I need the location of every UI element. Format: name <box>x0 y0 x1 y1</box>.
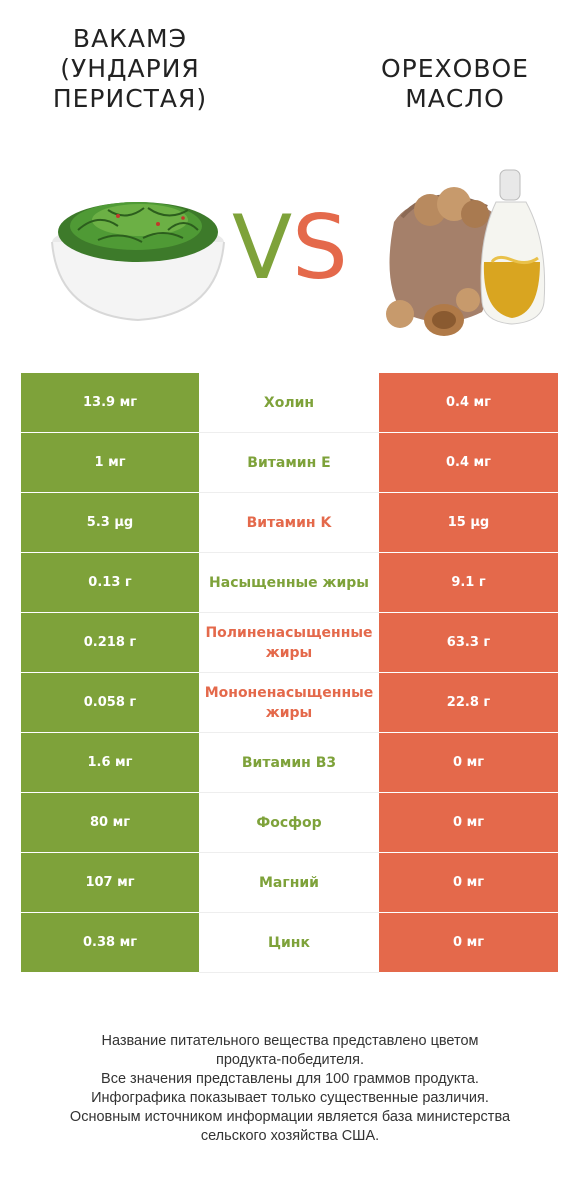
right-value-cell: 0 мг <box>379 913 558 972</box>
left-value-cell: 0.38 мг <box>21 913 199 972</box>
table-row: 0.058 г Мононенасыщенные жиры 22.8 г <box>21 673 558 733</box>
nutrient-name-cell: Магний <box>199 853 379 912</box>
left-value-cell: 0.058 г <box>21 673 199 732</box>
row-divider <box>199 432 379 433</box>
nutrient-name-cell: Фосфор <box>199 793 379 852</box>
right-value-cell: 0.4 мг <box>379 373 558 432</box>
vs-v-letter: V <box>232 198 292 288</box>
table-row: 13.9 мг Холин 0.4 мг <box>21 373 558 433</box>
right-value-cell: 63.3 г <box>379 613 558 672</box>
row-divider <box>199 972 379 973</box>
table-row: 5.3 µg Витамин K 15 µg <box>21 493 558 553</box>
left-value-cell: 0.218 г <box>21 613 199 672</box>
table-row: 107 мг Магний 0 мг <box>21 853 558 913</box>
footer-line: Все значения представлены для 100 граммо… <box>101 1071 479 1087</box>
row-divider <box>199 492 379 493</box>
row-divider <box>199 852 379 853</box>
left-value-cell: 13.9 мг <box>21 373 199 432</box>
row-divider <box>199 672 379 673</box>
right-value-cell: 22.8 г <box>379 673 558 732</box>
table-row: 1 мг Витамин E 0.4 мг <box>21 433 558 493</box>
row-divider <box>199 552 379 553</box>
footer-line: сельского хозяйства США. <box>200 1128 380 1144</box>
walnut-oil-image <box>386 169 546 336</box>
left-value-cell: 1 мг <box>21 433 199 492</box>
nutrient-name-cell: Цинк <box>199 913 379 972</box>
left-value-cell: 80 мг <box>21 793 199 852</box>
table-row: 0.38 мг Цинк 0 мг <box>21 913 558 973</box>
footer-line: продукта-победителя. <box>215 1052 365 1068</box>
nutrient-name-cell: Мононенасыщенные жиры <box>199 673 379 732</box>
left-value-cell: 1.6 мг <box>21 733 199 792</box>
left-value-cell: 5.3 µg <box>21 493 199 552</box>
left-product-title: ВАКАМЭ (УНДАРИЯ ПЕРИСТАЯ) <box>52 24 208 113</box>
table-row: 1.6 мг Витамин B3 0 мг <box>21 733 558 793</box>
footer-line: Название питательного вещества представл… <box>101 1033 479 1049</box>
nutrient-name-cell: Витамин K <box>199 493 379 552</box>
nutrient-name-cell: Витамин E <box>199 433 379 492</box>
left-value-cell: 107 мг <box>21 853 199 912</box>
row-divider <box>199 912 379 913</box>
right-value-cell: 9.1 г <box>379 553 558 612</box>
right-value-cell: 0.4 мг <box>379 433 558 492</box>
right-value-cell: 0 мг <box>379 793 558 852</box>
vs-label: V S <box>232 198 348 288</box>
nutrient-name-cell: Полиненасыщенные жиры <box>199 613 379 672</box>
table-row: 0.218 г Полиненасыщенные жиры 63.3 г <box>21 613 558 673</box>
nutrient-name-cell: Насыщенные жиры <box>199 553 379 612</box>
comparison-table: 13.9 мг Холин 0.4 мг 1 мг Витамин E 0.4 мг 5.3… <box>21 373 558 973</box>
nutrient-name-cell: Витамин B3 <box>199 733 379 792</box>
right-value-cell: 15 µg <box>379 493 558 552</box>
right-value-cell: 0 мг <box>379 733 558 792</box>
footer-note: Название питательного вещества представл… <box>20 1032 560 1146</box>
table-row: 80 мг Фосфор 0 мг <box>21 793 558 853</box>
right-product-title: ОРЕХОВОЕ МАСЛО <box>381 54 529 113</box>
nutrient-name-cell: Холин <box>199 373 379 432</box>
comparison-header: ВАКАМЭ (УНДАРИЯ ПЕРИСТАЯ) ОРЕХОВОЕ МАСЛО… <box>0 0 580 370</box>
row-divider <box>199 792 379 793</box>
right-value-cell: 0 мг <box>379 853 558 912</box>
left-value-cell: 0.13 г <box>21 553 199 612</box>
footer-line: Инфографика показывает только существенн… <box>91 1090 489 1106</box>
row-divider <box>199 612 379 613</box>
wakame-bowl-image <box>51 202 225 322</box>
footer-line: Основным источником информации является … <box>69 1109 511 1125</box>
table-row: 0.13 г Насыщенные жиры 9.1 г <box>21 553 558 613</box>
vs-s-letter: S <box>292 198 348 288</box>
row-divider <box>199 732 379 733</box>
